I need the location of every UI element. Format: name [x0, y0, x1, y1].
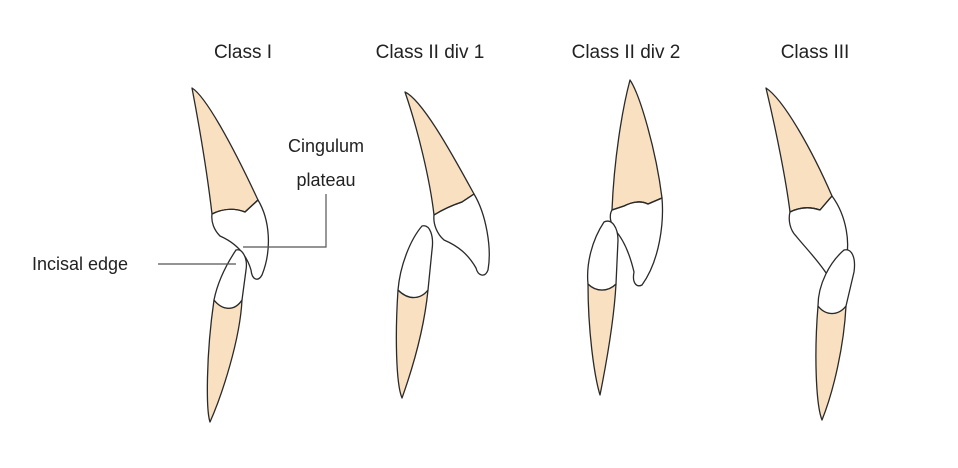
class-i-upper-incisor: [191, 87, 270, 280]
upper-incisor-cej: [211, 199, 259, 215]
lower-incisor-root: [587, 283, 617, 396]
class-ii-div2-incisors: [586, 79, 664, 396]
upper-incisor-root: [191, 87, 259, 215]
cingulum-label-line1: Cingulum: [288, 136, 364, 156]
upper-incisor-cej: [433, 193, 475, 216]
cingulum-plateau-annotation: Cingulum plateau: [243, 136, 364, 248]
upper-incisor-cej: [789, 195, 833, 213]
class-iii-upper-incisor: [765, 87, 849, 277]
class-ii-div1-heading: Class II div 1: [376, 42, 485, 63]
class-iii-heading: Class III: [781, 42, 850, 63]
class-ii-div2-heading: Class II div 2: [572, 42, 681, 63]
lower-incisor-crown: [586, 220, 619, 291]
lower-incisor-crown: [213, 249, 248, 309]
class-iii-incisors: [765, 87, 856, 421]
lower-incisor-root: [395, 289, 429, 399]
class-i-incisors: [191, 87, 270, 423]
lower-incisor-crown: [397, 225, 434, 299]
upper-incisor-root: [611, 79, 663, 211]
lower-incisor-root: [206, 299, 243, 423]
class-ii-div2-lower-incisor: [586, 220, 619, 396]
class-ii-div2-upper-incisor: [609, 79, 664, 287]
lower-incisor-crown: [817, 249, 856, 315]
cingulum-leader-line: [243, 194, 327, 248]
upper-incisor-root: [404, 91, 475, 216]
class-ii-div1-incisors: [395, 91, 490, 399]
lower-incisor-root: [815, 305, 847, 421]
class-ii-div1-lower-incisor: [395, 225, 434, 399]
incisal-edge-label: Incisal edge: [32, 254, 128, 274]
cingulum-label-line2: plateau: [296, 170, 355, 190]
class-i-lower-incisor: [206, 249, 248, 423]
upper-incisor-cej: [611, 197, 663, 211]
incisal-edge-annotation: Incisal edge: [32, 254, 236, 274]
class-iii-lower-incisor: [815, 249, 856, 421]
class-ii-div1-upper-incisor: [404, 91, 490, 276]
class-i-heading: Class I: [214, 42, 272, 63]
upper-incisor-root: [765, 87, 833, 213]
